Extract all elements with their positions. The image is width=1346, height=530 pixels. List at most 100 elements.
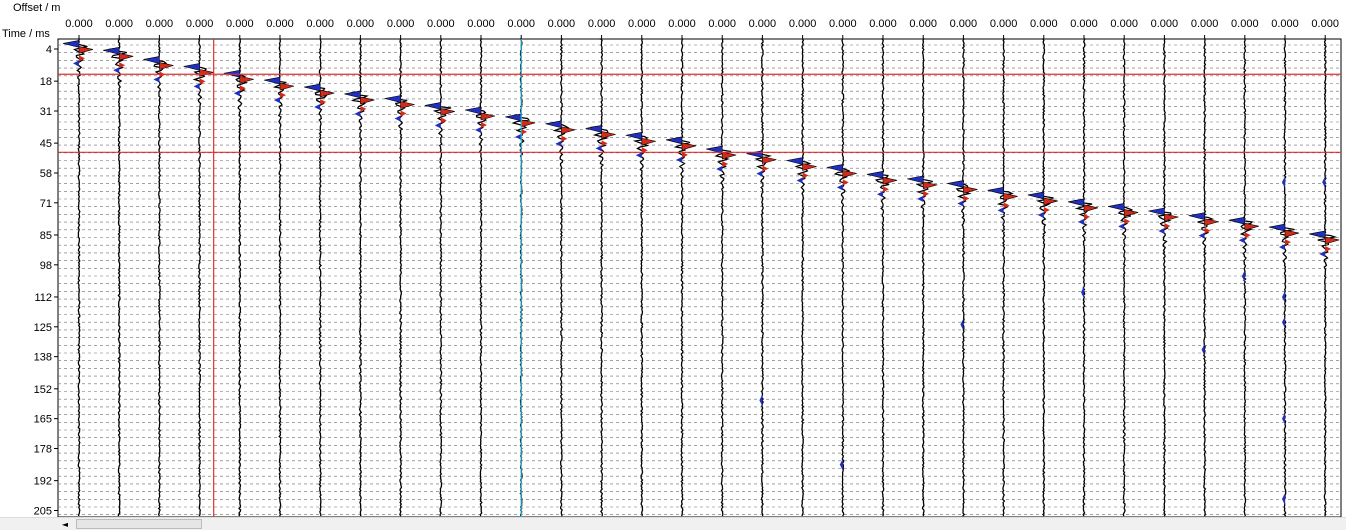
negative-lobe	[1282, 316, 1285, 329]
negative-lobe	[73, 60, 79, 67]
scroll-thumb[interactable]	[76, 519, 202, 529]
negative-lobe	[676, 156, 682, 163]
negative-lobe	[434, 122, 441, 129]
negative-lobe	[475, 126, 481, 133]
negative-lobe	[384, 95, 401, 103]
y-tick-label: 192	[34, 476, 52, 488]
plot-frame	[57, 38, 1342, 518]
negative-lobe	[947, 180, 964, 188]
negative-lobe	[665, 136, 683, 145]
negative-lobe	[1322, 176, 1326, 189]
negative-lobe	[1198, 232, 1205, 239]
negative-lobe	[1148, 207, 1165, 216]
positive-lobe	[440, 108, 455, 116]
trace-wiggle	[1073, 38, 1093, 517]
trace-wiggle	[189, 38, 208, 517]
negative-lobe	[153, 76, 160, 83]
trace-wiggle	[552, 38, 570, 517]
negative-lobe	[394, 115, 401, 122]
positive-lobe	[440, 117, 447, 124]
trace-offset-label: 0.000	[507, 18, 535, 30]
trace-offset-label: 0.000	[1030, 18, 1058, 30]
negative-lobe	[1309, 230, 1326, 239]
positive-lobe	[802, 172, 809, 179]
positive-lobe	[922, 181, 938, 190]
negative-lobe	[193, 83, 200, 90]
trace-wiggle	[794, 38, 812, 517]
negative-lobe	[759, 394, 763, 407]
negative-lobe	[233, 90, 240, 97]
labels: Offset / m Time / ms 4 18 31 45 58 71 85 98 112 1…	[2, 2, 1339, 517]
trace-offset-label: 0.000	[427, 18, 455, 30]
positive-lobe	[681, 142, 697, 151]
positive-lobe	[641, 137, 656, 146]
scroll-left-arrow-icon[interactable]: ◄	[61, 520, 69, 529]
y-tick-label: 112	[34, 292, 52, 304]
positive-lobe	[1325, 245, 1332, 252]
negative-lobe	[1282, 290, 1285, 303]
positive-lobe	[159, 62, 174, 70]
trace-wiggle	[271, 38, 287, 517]
negative-lobe	[957, 200, 964, 207]
positive-lobe	[1084, 213, 1090, 220]
positive-lobe	[923, 190, 930, 197]
negative-lobe	[1108, 203, 1125, 211]
negative-lobe	[464, 106, 482, 115]
positive-lobe	[1284, 229, 1300, 238]
trace-wiggle	[230, 38, 249, 517]
trace-offset-label: 0.000	[708, 18, 736, 30]
negative-lobe	[1319, 250, 1326, 257]
trace-offset-label: 0.000	[65, 18, 93, 30]
negative-lobe	[836, 184, 843, 191]
negative-lobe	[274, 97, 280, 104]
trace-wiggle	[108, 38, 127, 516]
positive-lobe	[1003, 192, 1018, 201]
negative-lobe	[786, 157, 803, 165]
negative-lobe	[595, 145, 602, 152]
positive-lobe	[1244, 222, 1259, 231]
trace-offset-label: 0.000	[789, 18, 817, 30]
negative-lobe	[263, 76, 281, 85]
positive-lobe	[199, 78, 206, 85]
positive-lobe	[1164, 213, 1179, 222]
positive-lobe	[481, 121, 487, 128]
trace-offset-label: 0.000	[990, 18, 1018, 30]
negative-lobe	[113, 67, 120, 74]
trace-wiggle	[152, 39, 168, 517]
positive-lobe	[79, 55, 85, 62]
y-tick-label: 58	[40, 168, 52, 180]
negative-lobe	[1118, 223, 1125, 230]
horizontal-scrollbar[interactable]: ◄	[0, 517, 1346, 530]
negative-lobe	[839, 458, 843, 471]
positive-lobe	[1324, 236, 1340, 245]
trace-offset-label: 0.000	[266, 18, 294, 30]
trace-offset-label: 0.000	[548, 18, 576, 30]
trace-wiggle	[1278, 38, 1295, 517]
trace-wiggle	[632, 38, 650, 517]
positive-lobe	[1003, 202, 1010, 209]
positive-lobe	[762, 165, 769, 172]
positive-lobe	[842, 170, 857, 178]
negative-lobe	[706, 145, 723, 154]
negative-lobe	[1037, 211, 1044, 218]
trace-offset-label: 0.000	[467, 18, 495, 30]
y-tick-label: 205	[34, 505, 52, 517]
negative-lobe	[917, 195, 924, 202]
trace-offset-label: 0.000	[829, 18, 857, 30]
positive-lobe	[119, 62, 126, 69]
trace-wiggle	[1115, 38, 1133, 517]
negative-lobe	[877, 191, 883, 198]
y-tick-label: 178	[34, 444, 52, 456]
positive-lobe	[561, 135, 568, 142]
positive-lobe	[118, 52, 134, 61]
x-axis-title: Offset / m	[13, 2, 60, 14]
negative-lobe	[796, 177, 803, 184]
negative-lobe	[1201, 343, 1205, 356]
positive-lobe	[239, 85, 246, 92]
positive-lobe	[561, 126, 576, 135]
positive-lobe	[400, 110, 407, 117]
positive-lobe	[1204, 218, 1219, 227]
trace-offset-label: 0.000	[628, 18, 656, 30]
negative-lobe	[1027, 191, 1045, 200]
